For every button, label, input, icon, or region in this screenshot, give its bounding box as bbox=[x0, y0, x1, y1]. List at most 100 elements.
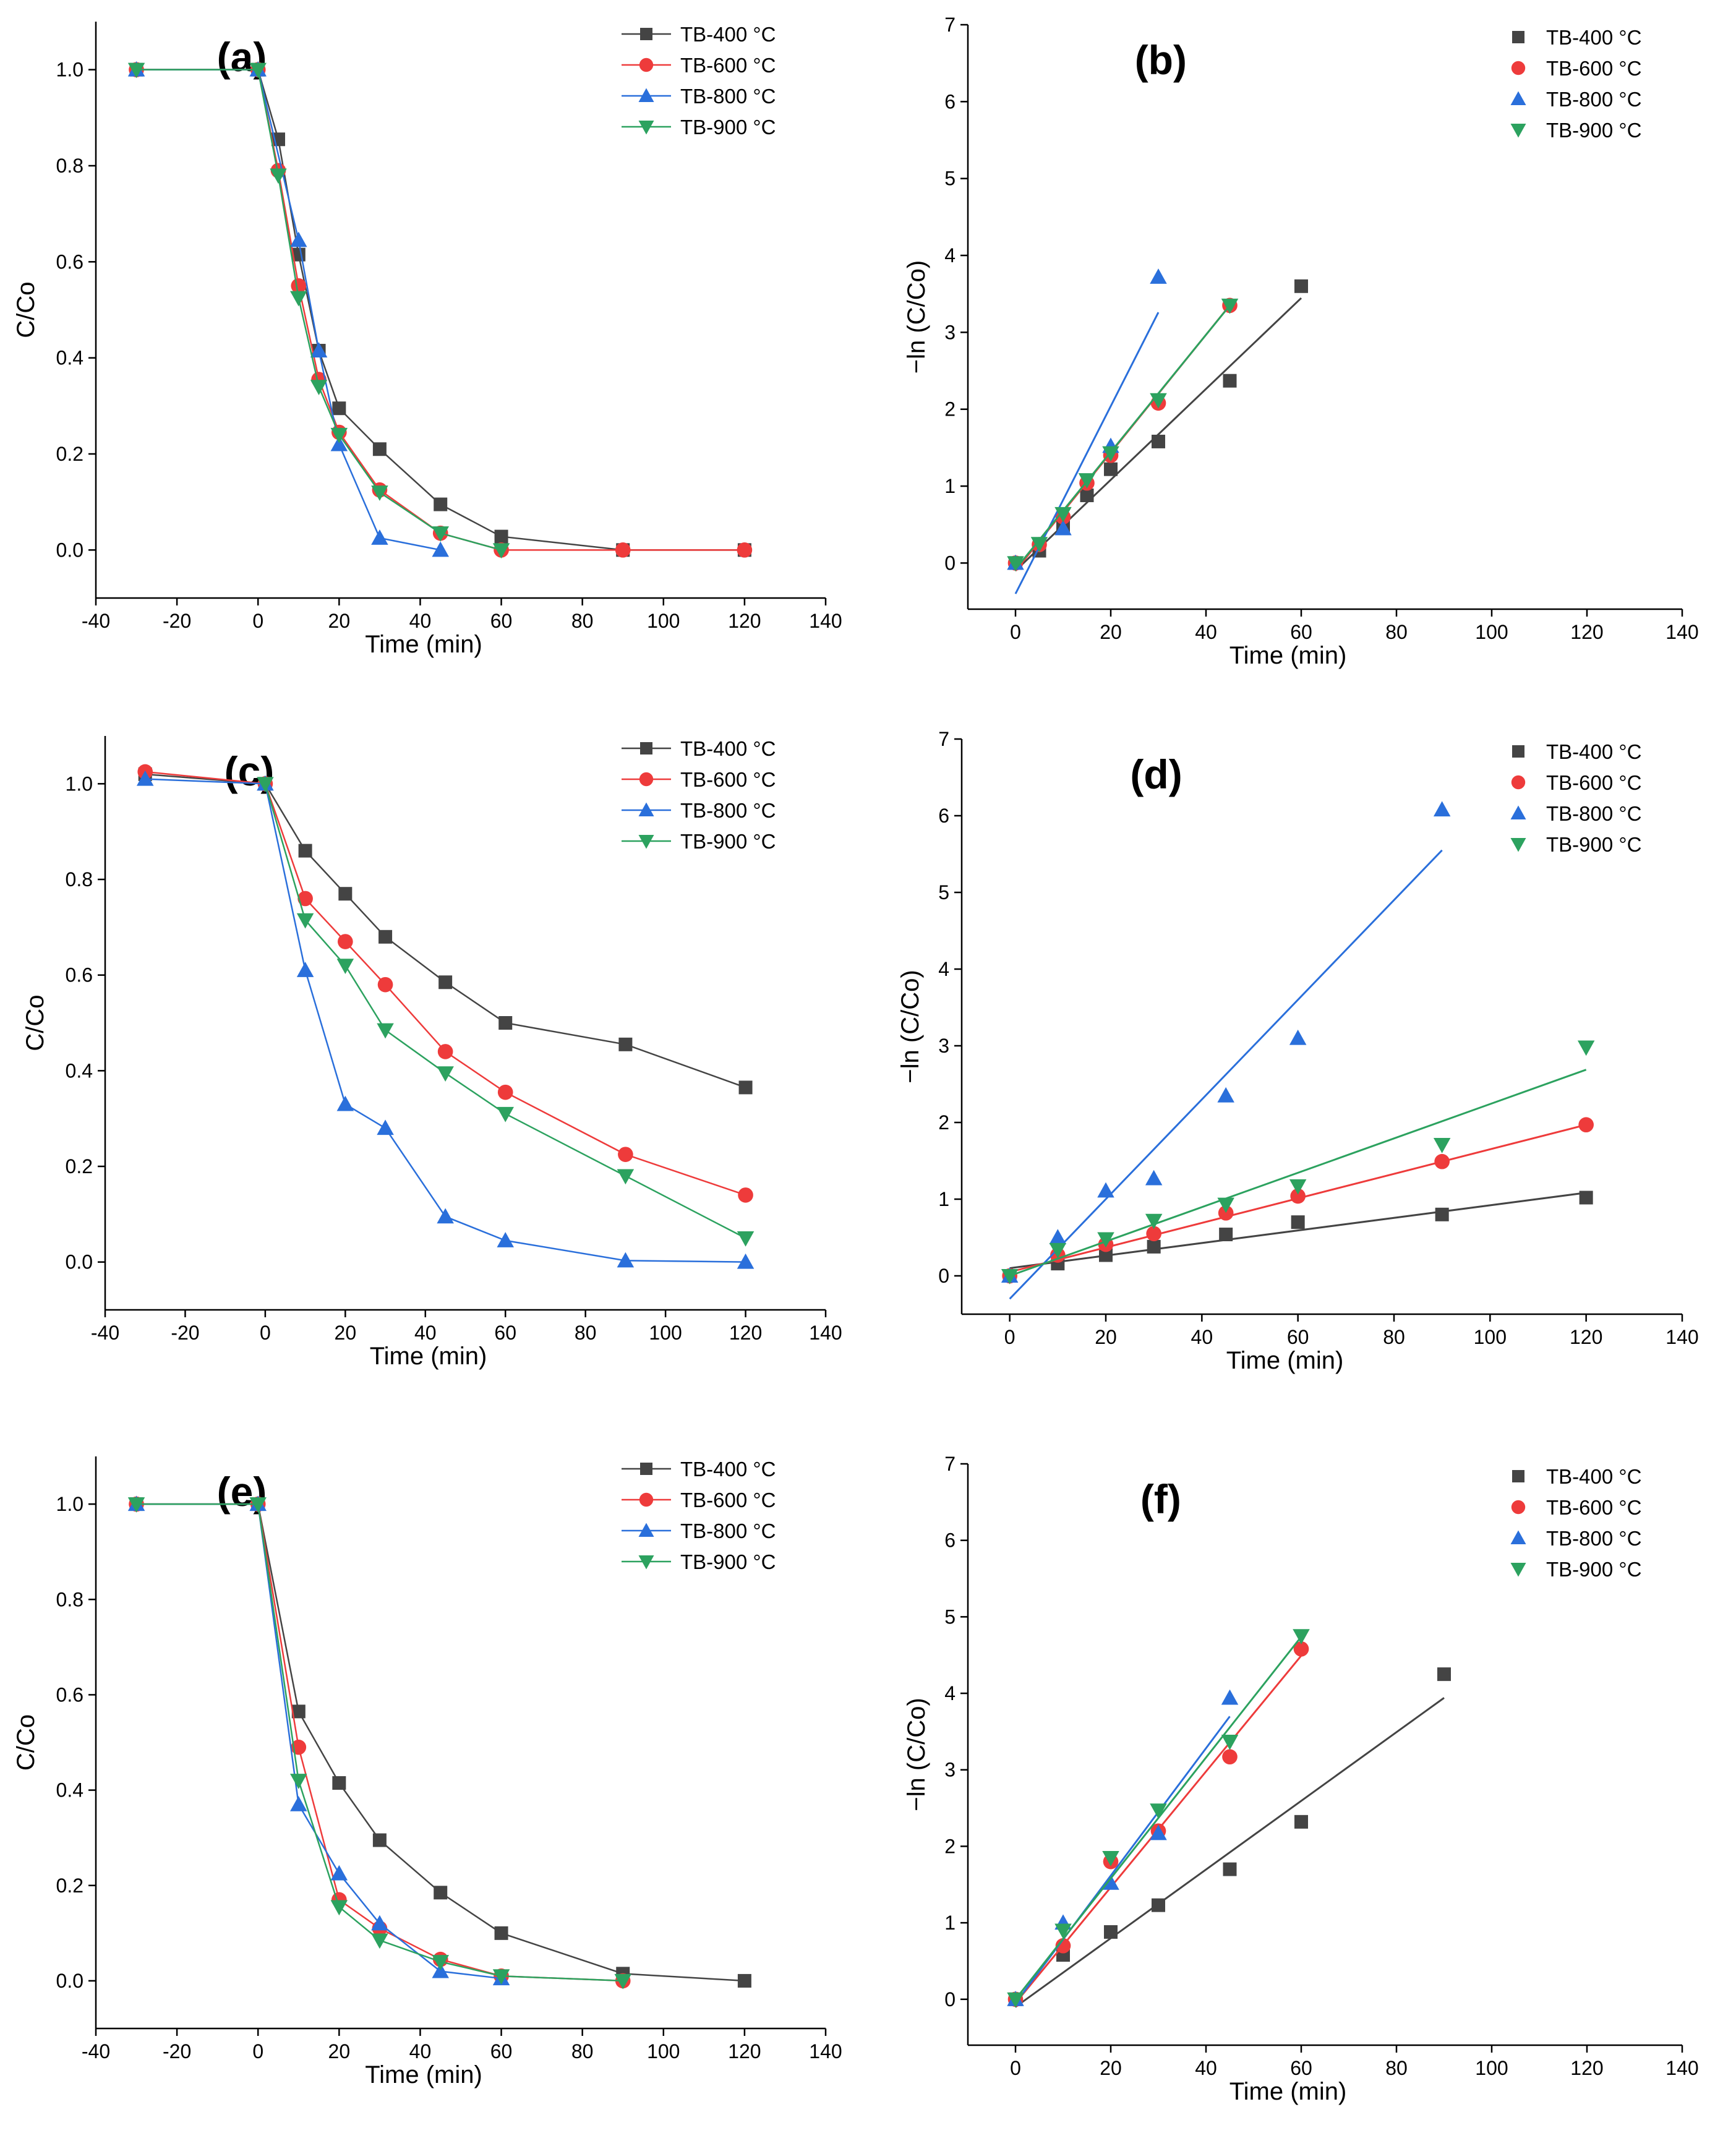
y-tick-label: 0.4 bbox=[66, 1059, 93, 1082]
y-tick-label: 3 bbox=[944, 321, 956, 343]
data-point bbox=[1289, 1029, 1307, 1045]
data-point bbox=[1223, 374, 1237, 388]
data-point bbox=[1434, 1153, 1450, 1169]
data-point bbox=[432, 541, 449, 557]
legend-marker bbox=[639, 772, 654, 787]
data-point bbox=[1150, 268, 1167, 284]
data-point bbox=[1049, 1242, 1067, 1259]
series-line bbox=[264, 783, 746, 1239]
data-point bbox=[492, 543, 510, 559]
y-tick-label: 0.2 bbox=[56, 443, 83, 465]
data-point bbox=[296, 962, 314, 977]
data-point bbox=[738, 1080, 753, 1095]
data-point bbox=[1290, 1188, 1306, 1204]
data-point bbox=[1433, 1137, 1451, 1153]
legend-marker bbox=[638, 1523, 654, 1537]
legend-marker bbox=[640, 28, 652, 40]
y-tick-label: 3 bbox=[938, 1035, 949, 1057]
x-tick-label: 140 bbox=[809, 610, 842, 632]
y-tick-label: 7 bbox=[944, 14, 956, 36]
x-tick-label: 140 bbox=[1665, 621, 1698, 643]
legend-marker bbox=[638, 802, 654, 816]
data-point bbox=[290, 1795, 307, 1811]
x-tick-label: 40 bbox=[1195, 621, 1217, 643]
y-tick-label: 0 bbox=[944, 552, 956, 574]
data-point bbox=[249, 62, 267, 79]
legend-label: TB-400 °C bbox=[680, 23, 776, 46]
data-point bbox=[257, 777, 274, 793]
data-point bbox=[1294, 1815, 1308, 1829]
data-point bbox=[614, 1973, 631, 1990]
legend-marker bbox=[1512, 1470, 1524, 1482]
y-axis-label: C/Co bbox=[12, 1714, 40, 1771]
y-tick-label: 2 bbox=[944, 1835, 956, 1857]
data-point bbox=[1293, 1641, 1309, 1657]
data-point bbox=[1080, 488, 1094, 502]
fit-line bbox=[1015, 1697, 1445, 2008]
data-point bbox=[378, 930, 393, 944]
data-point bbox=[615, 542, 631, 558]
series-tb-900-c bbox=[1001, 1040, 1595, 1285]
y-tick-label: 7 bbox=[938, 728, 949, 750]
x-tick-label: 0 bbox=[1010, 621, 1021, 643]
panel-f: 0 20 40 60 80 100 120 140 0 1 2 3 4 5 6 7 Time (min) −ln … bbox=[903, 1453, 1699, 2105]
legend-marker bbox=[640, 1463, 652, 1475]
x-tick-label: 20 bbox=[328, 2040, 351, 2062]
data-point bbox=[437, 1208, 454, 1224]
y-tick-label: 0.8 bbox=[56, 1588, 83, 1610]
y-tick-label: 0.0 bbox=[56, 539, 83, 561]
data-point bbox=[1221, 1734, 1239, 1750]
data-point bbox=[1054, 507, 1072, 523]
data-point bbox=[1152, 434, 1165, 448]
y-axis-label: −ln (C/Co) bbox=[903, 260, 930, 374]
data-point bbox=[338, 934, 353, 949]
y-tick-label: 0.6 bbox=[56, 1683, 83, 1706]
legend-label: TB-800 °C bbox=[680, 85, 776, 108]
data-point bbox=[1001, 1269, 1019, 1285]
data-point bbox=[437, 1044, 453, 1059]
legend-label: TB-800 °C bbox=[1546, 88, 1641, 111]
x-tick-label: 40 bbox=[1195, 2057, 1217, 2079]
panel-title: (b) bbox=[1135, 37, 1187, 83]
y-tick-label: 2 bbox=[944, 398, 956, 421]
data-point bbox=[737, 1973, 751, 1988]
series-tb-800-c bbox=[1001, 801, 1451, 1300]
panel-c: -40 -20 0 20 40 60 80 100 120 140 0.0 0.2 0.4 0.6 0.8 1… bbox=[22, 736, 842, 1370]
x-tick-label: 140 bbox=[809, 2040, 842, 2062]
legend-marker bbox=[640, 742, 652, 754]
data-point bbox=[249, 1497, 267, 1513]
data-point bbox=[377, 1023, 394, 1039]
data-point bbox=[338, 887, 353, 901]
legend: TB-400 °C TB-600 °C TB-800 °C TB-900 °C bbox=[1510, 1465, 1641, 1581]
data-point bbox=[1054, 1923, 1072, 1939]
y-tick-label: 0.2 bbox=[56, 1874, 83, 1897]
data-point bbox=[310, 342, 328, 358]
x-tick-label: 20 bbox=[335, 1322, 357, 1344]
y-tick-label: 4 bbox=[938, 958, 949, 980]
data-point bbox=[1102, 1850, 1119, 1866]
data-point bbox=[497, 1084, 513, 1100]
data-point bbox=[617, 1252, 635, 1268]
data-point bbox=[1054, 519, 1072, 536]
data-point bbox=[618, 1037, 633, 1051]
y-tick-label: 1 bbox=[944, 1912, 956, 1934]
x-tick-label: 120 bbox=[1570, 1326, 1602, 1348]
legend-label: TB-800 °C bbox=[1546, 802, 1641, 825]
series-tb-900-c bbox=[127, 62, 510, 559]
data-point bbox=[1146, 1226, 1161, 1242]
x-tick-label: 140 bbox=[1665, 2057, 1698, 2079]
y-tick-label: 0.8 bbox=[66, 868, 93, 891]
y-tick-label: 4 bbox=[944, 1682, 956, 1704]
legend-label: TB-600 °C bbox=[1546, 1496, 1641, 1519]
data-point bbox=[332, 1776, 346, 1790]
y-tick-label: 0.8 bbox=[56, 155, 83, 177]
legend-marker bbox=[638, 88, 654, 102]
data-point bbox=[737, 1231, 755, 1247]
legend-label: TB-600 °C bbox=[1546, 57, 1641, 80]
y-tick-label: 7 bbox=[944, 1453, 956, 1475]
legend-label: TB-400 °C bbox=[680, 737, 776, 760]
data-point bbox=[737, 542, 753, 558]
series-line bbox=[136, 1503, 623, 1982]
y-tick-label: 4 bbox=[944, 244, 956, 267]
data-point bbox=[617, 1169, 635, 1185]
